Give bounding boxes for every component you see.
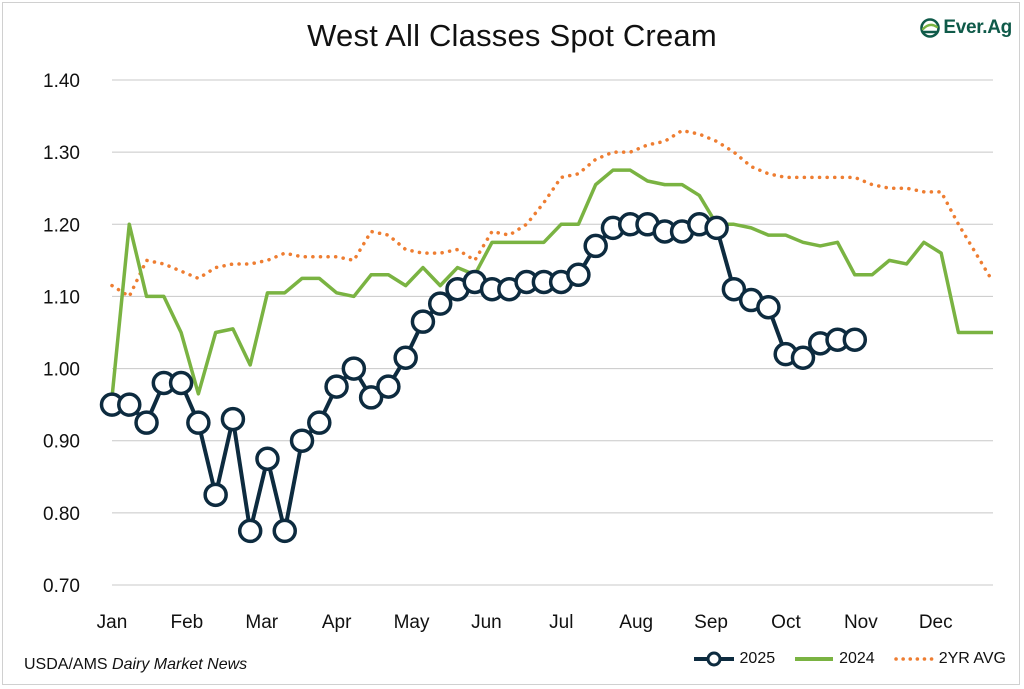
data-point-2025 bbox=[410, 309, 436, 334]
data-point-2025 bbox=[255, 446, 280, 471]
data-point-2025 bbox=[117, 392, 142, 417]
series-2yr-avg bbox=[110, 128, 995, 299]
y-axis-ticks: 1.40 1.30 1.20 1.10 1.00 0.90 0.80 0.70 bbox=[43, 71, 80, 597]
source-prefix: USDA/AMS bbox=[24, 656, 113, 673]
data-point-2025 bbox=[341, 356, 367, 381]
x-tick-label: Feb bbox=[171, 612, 204, 633]
y-tick-label: 1.00 bbox=[43, 360, 80, 381]
gridlines bbox=[112, 79, 993, 586]
data-point-2025 bbox=[721, 276, 747, 302]
data-point-2025 bbox=[566, 262, 591, 288]
legend-swatch-2yr-avg bbox=[893, 657, 935, 661]
y-tick-label: 1.40 bbox=[43, 71, 80, 92]
x-tick-label: Jul bbox=[549, 612, 573, 633]
x-tick-label: Apr bbox=[322, 612, 352, 633]
data-point-2025 bbox=[307, 410, 332, 435]
legend-label-2025: 2025 bbox=[739, 650, 776, 667]
series-line-2yr-avg bbox=[110, 128, 995, 299]
data-point-2025 bbox=[289, 428, 315, 453]
ever-ag-logo-text: Ever.Ag bbox=[943, 17, 1012, 38]
y-tick-label: 0.70 bbox=[43, 576, 80, 597]
x-tick-label: Mar bbox=[245, 612, 278, 633]
x-tick-label: Jun bbox=[471, 612, 502, 633]
ever-ag-logo: Ever.Ag bbox=[920, 14, 1012, 42]
x-tick-label: Oct bbox=[771, 612, 801, 633]
series-2024 bbox=[110, 168, 993, 398]
data-point-2025 bbox=[168, 370, 194, 396]
y-tick-label: 1.10 bbox=[43, 287, 80, 308]
data-point-2025 bbox=[237, 518, 263, 544]
x-tick-label: Nov bbox=[844, 612, 878, 633]
data-point-2025 bbox=[393, 345, 418, 370]
data-point-2025 bbox=[427, 291, 453, 316]
data-point-2025 bbox=[220, 406, 246, 432]
data-point-2025 bbox=[272, 518, 297, 544]
x-tick-label: Jan bbox=[97, 612, 128, 633]
data-point-2025 bbox=[134, 410, 159, 435]
legend-label-2024: 2024 bbox=[839, 650, 875, 667]
ever-ag-logo-icon bbox=[920, 18, 941, 38]
x-axis-ticks: Jan Feb Mar Apr May Jun Jul Aug Sep Oct Nov Dec bbox=[97, 612, 953, 633]
y-tick-label: 1.30 bbox=[43, 143, 80, 164]
legend-item-2yr-avg: 2YR AVG bbox=[893, 650, 1006, 668]
x-tick-label: May bbox=[394, 612, 430, 633]
data-point-2025 bbox=[186, 410, 211, 435]
source-italic: Dairy Market News bbox=[112, 656, 248, 673]
x-tick-label: Dec bbox=[919, 612, 953, 633]
series-layer bbox=[99, 128, 995, 544]
data-point-2025 bbox=[756, 295, 781, 320]
data-point-2025 bbox=[704, 215, 729, 241]
data-point-2025 bbox=[358, 385, 384, 410]
data-point-2025 bbox=[790, 345, 816, 370]
legend-swatch-2025 bbox=[693, 651, 734, 667]
source-note: USDA/AMS Dairy Market News bbox=[24, 656, 247, 674]
data-point-2025 bbox=[324, 374, 349, 399]
data-point-2025 bbox=[376, 374, 401, 399]
y-tick-label: 0.90 bbox=[43, 432, 80, 453]
legend-swatch-2024 bbox=[795, 657, 834, 661]
legend-label-2yr-avg: 2YR AVG bbox=[938, 650, 1006, 667]
x-tick-label: Aug bbox=[619, 612, 653, 633]
series-line-2024 bbox=[110, 168, 993, 398]
series-2025 bbox=[99, 212, 868, 544]
legend-item-2025: 2025 bbox=[692, 650, 776, 668]
data-point-2025 bbox=[203, 482, 228, 508]
legend-item-2024: 2024 bbox=[793, 650, 875, 668]
y-tick-label: 0.80 bbox=[43, 504, 80, 525]
x-tick-label: Sep bbox=[694, 612, 728, 633]
chart-title: West All Classes Spot Cream bbox=[307, 18, 717, 53]
series-line-2025 bbox=[112, 222, 855, 533]
data-point-2025 bbox=[583, 233, 608, 259]
legend: 2025 2024 2YR AVG bbox=[674, 650, 1006, 668]
y-tick-label: 1.20 bbox=[43, 215, 80, 236]
data-point-2025 bbox=[842, 327, 868, 352]
